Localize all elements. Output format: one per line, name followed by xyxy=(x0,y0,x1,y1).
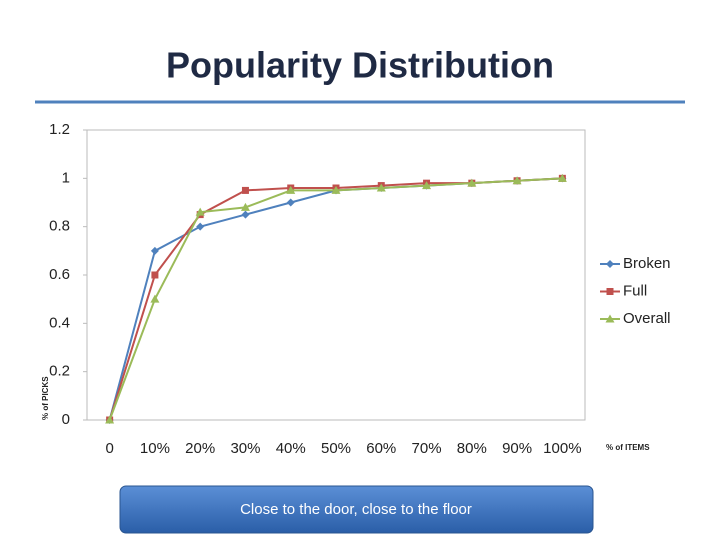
marker xyxy=(195,207,205,216)
marker xyxy=(512,176,522,185)
callout-text: Close to the door, close to the floor xyxy=(240,501,472,518)
x-tick-label: 100% xyxy=(543,440,581,457)
marker xyxy=(606,288,614,295)
y-axis-label: % of PICKS xyxy=(41,376,50,420)
marker xyxy=(422,181,432,190)
callout-box xyxy=(119,485,594,534)
x-tick-label: 0 xyxy=(105,440,113,457)
marker xyxy=(605,314,615,323)
y-tick-label: 0 xyxy=(62,411,70,428)
marker xyxy=(241,210,250,219)
x-axis-label: % of ITEMS xyxy=(606,443,650,452)
x-tick-label: 80% xyxy=(457,440,487,457)
legend-label: Full xyxy=(623,282,647,299)
marker xyxy=(151,271,159,279)
x-tick-label: 20% xyxy=(185,440,215,457)
slide-title: Popularity Distribution xyxy=(166,45,554,86)
x-tick-label: 40% xyxy=(276,440,306,457)
legend-label: Broken xyxy=(623,255,671,272)
legend-label: Overall xyxy=(623,310,671,327)
x-tick-label: 60% xyxy=(366,440,396,457)
series-line xyxy=(108,177,563,421)
x-tick-label: 50% xyxy=(321,440,351,457)
marker xyxy=(150,246,159,255)
x-tick-label: 70% xyxy=(412,440,442,457)
y-tick-label: 1.2 xyxy=(49,121,70,138)
marker xyxy=(241,186,249,194)
marker xyxy=(467,178,477,187)
marker xyxy=(606,260,614,268)
x-tick-label: 10% xyxy=(140,440,170,457)
marker xyxy=(331,185,341,194)
series-line xyxy=(108,177,563,421)
x-tick-label: 90% xyxy=(502,440,532,457)
y-tick-label: 0.8 xyxy=(49,218,70,235)
marker xyxy=(105,415,115,424)
x-tick-label: 30% xyxy=(230,440,260,457)
series-line xyxy=(108,177,563,421)
y-tick-label: 1 xyxy=(62,169,70,186)
marker xyxy=(286,185,296,194)
marker xyxy=(286,198,295,207)
marker xyxy=(150,294,160,303)
y-tick-label: 0.2 xyxy=(49,363,70,380)
marker xyxy=(196,222,205,231)
marker xyxy=(376,183,386,192)
marker xyxy=(240,202,250,211)
marker xyxy=(557,173,567,182)
y-tick-label: 0.6 xyxy=(49,266,70,283)
y-tick-label: 0.4 xyxy=(49,314,70,331)
plot-area xyxy=(86,129,586,421)
